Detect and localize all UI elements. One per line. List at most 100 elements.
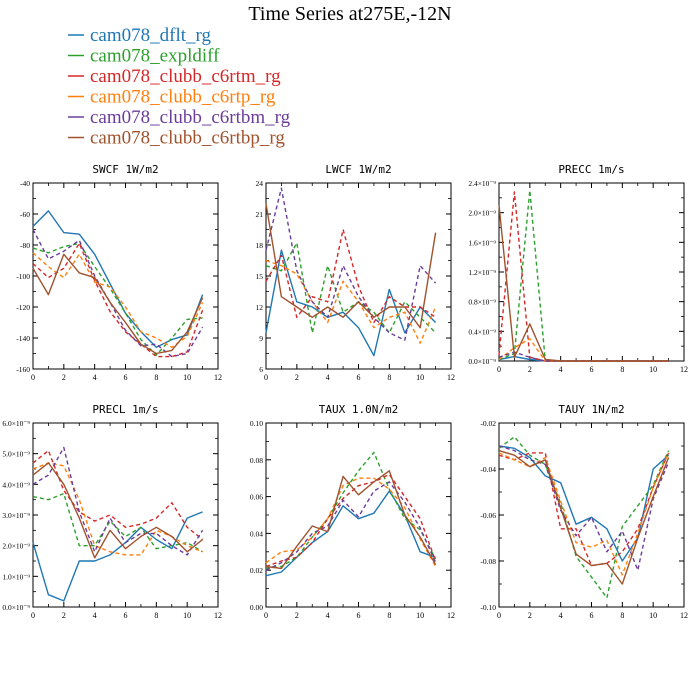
x-tick-label: 2 <box>528 611 532 620</box>
x-tick-label: 8 <box>154 373 158 382</box>
panel-title: SWCF 1W/m2 <box>92 163 158 176</box>
series-line <box>32 492 203 553</box>
x-tick-label: 0 <box>264 373 268 382</box>
x-tick-label: 8 <box>620 365 624 374</box>
x-tick-label: 0 <box>497 365 501 374</box>
panel-tauy: TAUY 1N/m2 -0.10 -0.08 -0.06 -0.04 -0.02 0 2 4 6 8… <box>480 403 688 620</box>
x-tick-label: 6 <box>124 611 128 620</box>
y-tick-label: -0.08 <box>480 557 496 566</box>
legend-label: cam078_expldiff <box>90 46 220 67</box>
y-tick-label: 1.0×10⁻⁹ <box>2 572 30 581</box>
x-tick-label: 4 <box>93 611 97 620</box>
x-tick-label: 8 <box>154 611 158 620</box>
y-tick-label: 2.0×10⁻⁹ <box>2 542 30 551</box>
plot-frame <box>265 182 452 370</box>
y-tick-label: 0.06 <box>250 493 263 502</box>
legend: cam078_dflt_rgcam078_expldiffcam078_club… <box>68 25 291 149</box>
x-tick-label: 0 <box>264 611 268 620</box>
x-tick-label: 0 <box>497 611 501 620</box>
series-line <box>498 436 670 599</box>
y-tick-label: -120 <box>16 303 30 312</box>
y-tick-label: -0.06 <box>480 511 496 520</box>
series-line <box>32 446 204 556</box>
series-line <box>498 351 669 362</box>
x-tick-label: 12 <box>447 611 455 620</box>
x-tick-label: 2 <box>295 611 299 620</box>
x-tick-label: 6 <box>357 611 361 620</box>
y-tick-label: 4.0×10⁻⁹ <box>2 480 30 489</box>
panel-title: LWCF 1W/m2 <box>325 163 391 176</box>
series-line <box>32 253 204 355</box>
x-tick-label: 10 <box>649 365 657 374</box>
y-tick-label: 0.02 <box>250 566 263 575</box>
x-tick-label: 2 <box>62 611 66 620</box>
series-line <box>265 203 437 329</box>
legend-label: cam078_clubb_c6rtp_rg <box>90 87 276 108</box>
series-line <box>265 473 437 568</box>
x-tick-label: 10 <box>416 373 424 382</box>
x-tick-label: 10 <box>416 611 424 620</box>
series-line <box>32 242 203 356</box>
series-line <box>498 205 669 362</box>
y-tick-label: -0.10 <box>480 603 496 612</box>
panel-precl: PRECL 1m/s 0.0×10⁻⁹ 1.0×10⁻⁹ 2.0×10⁻⁹ 3.0×10… <box>2 403 222 620</box>
x-tick-label: 6 <box>590 365 594 374</box>
series-line <box>498 452 670 567</box>
series-line <box>498 449 670 585</box>
x-tick-label: 12 <box>680 611 688 620</box>
y-tick-label: 0.4×10⁻⁹ <box>468 327 496 336</box>
page-title: Time Series at275E,-12N <box>248 3 451 25</box>
panel-swcf: SWCF 1W/m2 -160 -140 -120 -100 -80 -60 -40 0 2 4 6 8… <box>16 163 222 382</box>
x-tick-label: 2 <box>528 365 532 374</box>
x-tick-label: 0 <box>31 373 35 382</box>
series-line <box>32 449 204 541</box>
y-tick-label: 1.2×10⁻⁹ <box>468 268 496 277</box>
plot-frame <box>265 422 452 608</box>
legend-label: cam078_clubb_c6rtbp_rg <box>90 128 285 149</box>
legend-label: cam078_clubb_c6rtm_rg <box>90 66 281 87</box>
y-tick-label: 3.0×10⁻⁹ <box>2 511 30 520</box>
panel-title: TAUY 1N/m2 <box>558 403 624 416</box>
series-line <box>265 470 437 570</box>
plot-frame <box>32 422 219 608</box>
x-tick-label: 8 <box>620 611 624 620</box>
x-tick-label: 10 <box>183 373 191 382</box>
x-tick-label: 6 <box>590 611 594 620</box>
y-tick-label: -0.04 <box>480 465 496 474</box>
y-tick-label: 0.0×10⁻⁹ <box>2 603 30 612</box>
y-tick-label: -40 <box>20 179 30 188</box>
series-line <box>32 229 204 358</box>
x-tick-label: 2 <box>295 373 299 382</box>
y-tick-label: -160 <box>16 365 30 374</box>
series-line <box>265 187 437 341</box>
series-line <box>265 451 437 570</box>
chart-panels: SWCF 1W/m2-160-140-120-100-80-60-400 2 4 6 8… <box>2 163 688 620</box>
x-tick-label: 12 <box>214 611 222 620</box>
panel-title: TAUX 1.0N/m2 <box>319 403 398 416</box>
x-tick-label: 2 <box>62 373 66 382</box>
panel-title: PRECL 1m/s <box>92 403 158 416</box>
y-tick-label: 2.0×10⁻⁹ <box>468 209 496 218</box>
y-tick-label: 0.8×10⁻⁹ <box>468 298 496 307</box>
y-tick-label: -140 <box>16 334 30 343</box>
series-line <box>498 445 670 562</box>
y-tick-label: 6 <box>259 365 263 374</box>
legend-label: cam078_clubb_c6rtbm_rg <box>90 107 291 128</box>
x-tick-label: 4 <box>93 373 97 382</box>
x-tick-label: 10 <box>183 611 191 620</box>
series-line <box>498 338 669 362</box>
x-tick-label: 6 <box>357 373 361 382</box>
x-tick-label: 4 <box>559 611 563 620</box>
legend-label: cam078_dflt_rg <box>90 25 212 46</box>
panel-precc: PRECC 1m/s 0.0×10⁻⁹ 0.4×10⁻⁹ 0.8×10⁻⁹ 1.2×10… <box>468 163 688 374</box>
y-tick-label: 21 <box>256 210 264 219</box>
y-tick-label: 6.0×10⁻⁹ <box>2 419 30 428</box>
x-tick-label: 6 <box>124 373 128 382</box>
x-tick-label: 4 <box>559 365 563 374</box>
panel-title: PRECC 1m/s <box>558 163 624 176</box>
x-tick-label: 12 <box>447 373 455 382</box>
series-line <box>32 210 204 348</box>
series-line <box>265 249 437 357</box>
series-line <box>498 445 670 571</box>
x-tick-label: 4 <box>326 611 330 620</box>
